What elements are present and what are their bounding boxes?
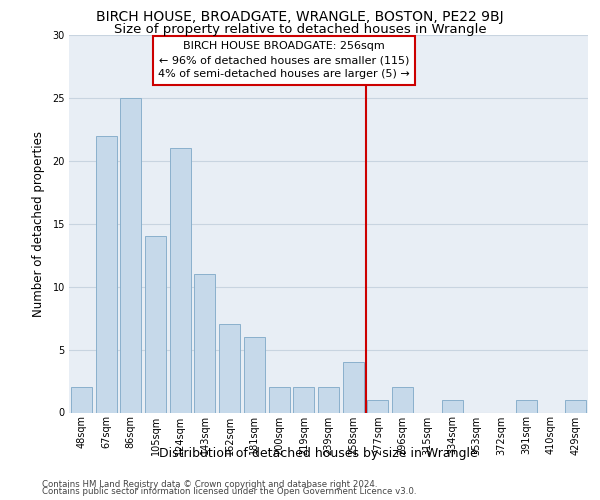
- Bar: [367, 400, 388, 412]
- Bar: [120, 98, 141, 412]
- Text: Contains HM Land Registry data © Crown copyright and database right 2024.: Contains HM Land Registry data © Crown c…: [42, 480, 377, 489]
- Y-axis label: Number of detached properties: Number of detached properties: [32, 130, 46, 317]
- Bar: [442, 400, 463, 412]
- Bar: [293, 388, 314, 412]
- Text: Size of property relative to detached houses in Wrangle: Size of property relative to detached ho…: [113, 22, 487, 36]
- Text: BIRCH HOUSE, BROADGATE, WRANGLE, BOSTON, PE22 9BJ: BIRCH HOUSE, BROADGATE, WRANGLE, BOSTON,…: [96, 10, 504, 24]
- Bar: [194, 274, 215, 412]
- Text: Contains public sector information licensed under the Open Government Licence v3: Contains public sector information licen…: [42, 487, 416, 496]
- Bar: [269, 388, 290, 412]
- Bar: [145, 236, 166, 412]
- Bar: [565, 400, 586, 412]
- Bar: [95, 136, 116, 412]
- Text: BIRCH HOUSE BROADGATE: 256sqm
← 96% of detached houses are smaller (115)
4% of s: BIRCH HOUSE BROADGATE: 256sqm ← 96% of d…: [158, 42, 410, 80]
- Bar: [71, 388, 92, 412]
- Bar: [392, 388, 413, 412]
- Bar: [219, 324, 240, 412]
- Bar: [170, 148, 191, 412]
- Bar: [516, 400, 537, 412]
- Bar: [343, 362, 364, 412]
- Bar: [244, 337, 265, 412]
- Text: Distribution of detached houses by size in Wrangle: Distribution of detached houses by size …: [158, 448, 478, 460]
- Bar: [318, 388, 339, 412]
